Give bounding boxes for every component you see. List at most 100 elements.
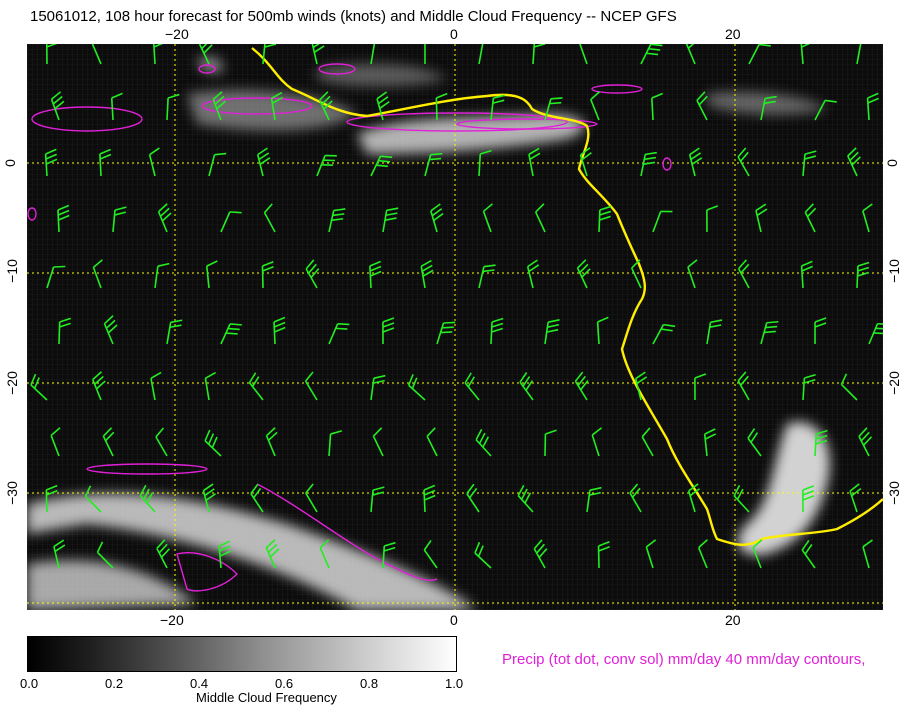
wind-barb <box>590 91 601 121</box>
wind-barb <box>318 91 333 121</box>
wind-barb <box>534 203 546 233</box>
wind-barb <box>801 539 816 569</box>
wind-barb <box>435 92 448 121</box>
wind-barb <box>517 484 534 513</box>
wind-barb <box>641 427 654 457</box>
wind-barb <box>688 147 703 177</box>
wind-barb <box>645 539 657 569</box>
wind-barb <box>370 486 385 513</box>
lon-tick-bottom-0: 0 <box>450 612 458 628</box>
wind-barb <box>630 259 642 289</box>
wind-barb <box>204 429 222 457</box>
wind-barb <box>533 539 548 569</box>
wind-barb <box>305 259 320 289</box>
wind-barb <box>423 484 436 513</box>
wind-barb <box>263 203 276 233</box>
wind-barb <box>407 374 426 401</box>
wind-barb <box>102 427 115 457</box>
wind-barb <box>640 151 657 177</box>
wind-barb <box>687 259 698 289</box>
wind-barb <box>597 541 610 569</box>
wind-barb <box>737 259 750 289</box>
wind-barb <box>697 539 708 569</box>
precip-contours <box>27 63 672 592</box>
wind-barb <box>755 203 768 233</box>
wind-barb <box>703 428 717 457</box>
wind-barb <box>204 371 217 401</box>
wind-barb <box>814 429 828 457</box>
wind-barb <box>847 147 861 177</box>
lat-lon-grid-lines <box>27 44 883 610</box>
wind-barb <box>814 99 837 121</box>
colorbar-tick-2: 0.4 <box>190 676 209 691</box>
wind-barb <box>96 541 114 569</box>
wind-barb <box>598 205 612 233</box>
wind-barb <box>328 322 350 345</box>
wind-barb <box>256 147 271 177</box>
wind-barb <box>868 322 883 345</box>
wind-barb <box>426 427 438 457</box>
wind-barb <box>804 203 817 233</box>
colorbar-tick-3: 0.6 <box>275 676 294 691</box>
wind-barb <box>103 315 118 345</box>
wind-barb <box>155 427 168 457</box>
wind-barb <box>430 203 444 233</box>
lat-tick-left-minus10: −10 <box>3 259 20 283</box>
wind-barb <box>652 210 673 233</box>
lat-tick-left-0: 0 <box>1 159 18 167</box>
lon-tick-top-0: 0 <box>450 26 458 42</box>
wind-barb <box>482 203 494 233</box>
wind-barb <box>99 148 112 177</box>
map-title: 15061012, 108 hour forecast for 500mb wi… <box>30 8 677 25</box>
wind-barb <box>45 44 59 65</box>
lon-tick-top-minus20: −20 <box>165 26 189 42</box>
wind-barb <box>382 541 396 569</box>
wind-barb <box>528 147 541 177</box>
wind-barb <box>92 371 106 401</box>
wind-barb <box>737 147 750 177</box>
wind-barb <box>112 206 127 233</box>
wind-barb <box>91 44 102 65</box>
wind-barb <box>866 92 879 121</box>
wind-barb <box>139 484 156 513</box>
wind-barb <box>154 262 170 289</box>
colorbar-label: Middle Cloud Frequency <box>196 690 337 705</box>
wind-barb <box>157 203 172 233</box>
wind-barb <box>205 260 218 289</box>
wind-barb <box>574 371 589 401</box>
wind-barb <box>30 373 48 401</box>
coastline <box>251 47 883 546</box>
wind-barb <box>519 372 534 401</box>
wind-barb <box>84 485 102 513</box>
wind-barb <box>814 317 827 345</box>
wind-barb <box>640 44 663 65</box>
wind-barb <box>464 372 480 401</box>
wind-barb <box>591 427 603 457</box>
wind-barb <box>50 427 61 457</box>
wind-barb <box>424 44 426 65</box>
wind-barb <box>420 259 434 289</box>
lat-tick-left-minus20: −20 <box>3 371 20 395</box>
wind-barb <box>50 91 65 121</box>
wind-barb <box>220 211 242 233</box>
wind-barb <box>370 44 376 65</box>
wind-barb <box>544 429 557 457</box>
wind-barb <box>752 539 763 569</box>
wind-barb <box>370 155 393 177</box>
colorbar-tick-1: 0.2 <box>105 676 124 691</box>
wind-barb <box>110 92 123 121</box>
wind-barb <box>862 539 873 569</box>
wind-barb <box>316 154 337 177</box>
wind-barb <box>802 373 816 401</box>
wind-barb <box>202 483 217 513</box>
wind-barb <box>862 203 873 233</box>
wind-barb <box>696 91 708 121</box>
wind-barb <box>57 204 70 233</box>
lat-tick-left-minus30: −30 <box>3 481 20 505</box>
wind-barb <box>423 539 438 569</box>
wind-barb <box>148 147 160 177</box>
lat-tick-right-0: 0 <box>883 159 900 167</box>
wind-barb <box>478 44 484 65</box>
wind-barb <box>311 44 325 65</box>
wind-barb <box>265 539 280 569</box>
